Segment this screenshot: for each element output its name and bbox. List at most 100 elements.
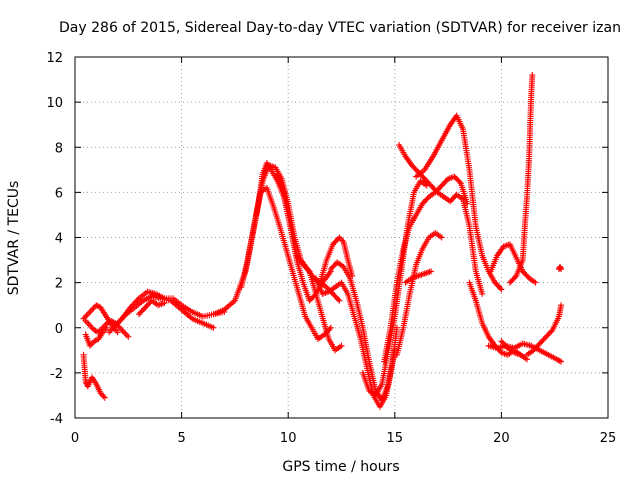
plus-marker xyxy=(87,308,94,315)
plus-marker xyxy=(161,299,168,306)
plus-marker xyxy=(510,275,517,282)
plus-marker xyxy=(412,166,419,173)
series-arc-12 xyxy=(317,234,356,286)
plus-marker xyxy=(323,284,330,291)
plus-marker xyxy=(520,269,527,276)
x-tick-label: 15 xyxy=(387,431,404,446)
plus-marker xyxy=(143,303,150,310)
plus-marker xyxy=(509,276,516,283)
plus-marker xyxy=(420,199,427,206)
series-arc-25 xyxy=(523,302,565,358)
series-arc-7 xyxy=(135,297,168,318)
plus-marker xyxy=(428,268,435,275)
plus-marker xyxy=(529,72,536,79)
plus-marker xyxy=(422,177,429,184)
y-tick-label: 12 xyxy=(46,51,63,66)
series-arc-20 xyxy=(393,229,445,358)
plus-marker xyxy=(548,328,555,335)
plus-marker xyxy=(122,330,129,337)
plus-marker xyxy=(451,173,458,180)
plus-marker xyxy=(302,264,309,271)
plus-marker xyxy=(495,283,502,290)
plus-marker xyxy=(539,337,546,344)
plus-marker xyxy=(88,323,95,330)
plus-marker xyxy=(139,307,146,314)
y-tick-label: 8 xyxy=(55,141,63,156)
plus-marker xyxy=(523,272,530,279)
plus-marker xyxy=(492,279,499,286)
plus-marker xyxy=(421,175,428,182)
plus-marker xyxy=(83,312,90,319)
plus-marker xyxy=(449,195,456,202)
x-tick-label: 0 xyxy=(71,431,79,446)
plus-marker xyxy=(331,292,338,299)
plus-marker xyxy=(455,177,462,184)
y-tick-label: 4 xyxy=(55,232,63,247)
data-marks xyxy=(80,72,565,410)
plus-marker xyxy=(438,234,445,241)
x-tick-label: 20 xyxy=(493,431,510,446)
plus-marker xyxy=(479,290,486,297)
plus-marker xyxy=(500,340,507,347)
plus-marker xyxy=(535,341,542,348)
plus-marker xyxy=(332,238,339,245)
plus-marker xyxy=(420,174,427,181)
y-axis-label: SDTVAR / TECUs xyxy=(6,181,22,296)
plus-marker xyxy=(545,331,552,338)
plus-marker xyxy=(423,196,430,203)
plus-marker xyxy=(502,342,509,349)
plus-marker xyxy=(439,181,446,188)
plus-marker xyxy=(330,263,337,270)
plus-marker xyxy=(531,345,538,352)
plus-marker xyxy=(338,342,345,349)
plus-marker xyxy=(556,357,563,364)
series-arc-18 xyxy=(413,112,505,293)
plus-marker xyxy=(329,290,336,297)
plus-marker xyxy=(530,347,537,354)
plus-marker xyxy=(102,326,109,333)
plus-marker xyxy=(118,326,125,333)
plus-marker xyxy=(541,335,548,342)
plus-marker xyxy=(424,178,431,185)
plus-marker xyxy=(426,181,433,188)
plus-marker xyxy=(85,320,92,327)
plus-marker xyxy=(310,293,317,300)
y-tick-label: 6 xyxy=(55,186,63,201)
plus-marker xyxy=(428,182,435,189)
plus-marker xyxy=(300,261,307,268)
plus-marker xyxy=(305,266,312,273)
series-arc-27 xyxy=(555,263,565,273)
plus-marker xyxy=(411,165,418,172)
plus-marker xyxy=(333,237,340,244)
plus-marker xyxy=(532,279,539,286)
plus-marker xyxy=(425,179,432,186)
plus-marker xyxy=(309,294,316,301)
plus-marker xyxy=(536,340,543,347)
x-tick-label: 5 xyxy=(177,431,185,446)
plus-marker xyxy=(125,333,132,340)
plus-marker xyxy=(494,282,501,289)
plus-marker xyxy=(329,241,336,248)
plus-marker xyxy=(142,304,149,311)
plus-marker xyxy=(303,265,310,272)
plus-marker xyxy=(86,309,93,316)
y-tick-label: -4 xyxy=(50,412,63,427)
plus-marker xyxy=(499,339,506,346)
plus-marker xyxy=(89,306,96,313)
plus-marker xyxy=(332,293,339,300)
plus-marker xyxy=(335,296,342,303)
plus-marker xyxy=(137,309,144,316)
plus-marker xyxy=(393,324,400,331)
plus-marker xyxy=(81,314,88,321)
plus-marker xyxy=(135,311,142,318)
plus-marker xyxy=(101,394,108,401)
plus-marker xyxy=(331,239,338,246)
plus-marker xyxy=(336,297,343,304)
plus-marker xyxy=(438,182,445,189)
plus-marker xyxy=(331,262,338,269)
series-arc-23 xyxy=(487,241,539,286)
plus-marker xyxy=(210,324,217,331)
plus-marker xyxy=(544,332,551,339)
plus-marker xyxy=(307,296,314,303)
